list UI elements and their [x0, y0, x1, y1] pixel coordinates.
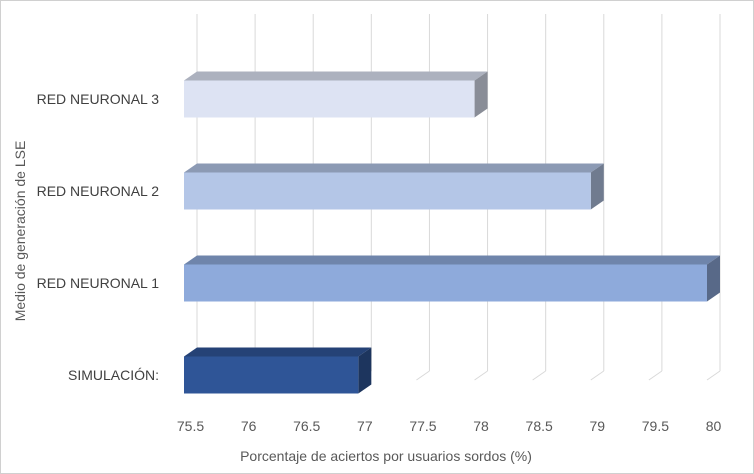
bar-top-face — [184, 255, 720, 265]
bar-side-face — [358, 347, 372, 394]
bar-front-face — [184, 356, 359, 394]
bar — [184, 71, 488, 118]
gridline-floor — [648, 370, 663, 381]
x-tick-labels: 75.5 76 76.5 77 77.5 78 78.5 79 79.5 80 — [177, 418, 722, 434]
bar-side-face — [474, 71, 488, 118]
bar-front-face — [184, 264, 707, 302]
bar-side-face — [707, 255, 720, 302]
bar-top-face — [184, 71, 488, 81]
bar-front-face — [184, 172, 591, 210]
x-tick-label: 76.5 — [293, 418, 320, 434]
category-label: SIMULACIÓN: — [68, 367, 159, 383]
category-label: RED NEURONAL 3 — [37, 91, 160, 107]
y-axis-title: Medio de generación de LSE — [12, 141, 28, 322]
x-tick-label: 79 — [589, 418, 605, 434]
x-axis-title: Porcentaje de aciertos por usuarios sord… — [240, 448, 532, 464]
x-tick-label: 78 — [473, 418, 489, 434]
gridline-floor — [706, 370, 721, 381]
bars — [184, 71, 720, 394]
gridline-floor — [474, 370, 488, 381]
bar — [184, 255, 720, 302]
category-label: RED NEURONAL 1 — [37, 275, 160, 291]
bar-front-face — [184, 80, 475, 118]
category-label: RED NEURONAL 2 — [37, 183, 160, 199]
bar-top-face — [184, 347, 372, 357]
bar-top-face — [184, 163, 604, 173]
gridline-floor — [590, 370, 605, 381]
x-tick-label: 78.5 — [526, 418, 553, 434]
gridline-floor — [416, 370, 430, 381]
x-tick-label: 75.5 — [177, 418, 204, 434]
bar — [184, 347, 372, 394]
x-tick-label: 77.5 — [409, 418, 436, 434]
bar-side-face — [590, 163, 604, 210]
bar — [184, 163, 604, 210]
x-tick-label: 79.5 — [642, 418, 669, 434]
x-tick-label: 80 — [706, 418, 722, 434]
category-labels: RED NEURONAL 3 RED NEURONAL 2 RED NEURONAL… — [37, 91, 160, 383]
x-tick-label: 76 — [241, 418, 257, 434]
gridline-floor — [532, 370, 546, 381]
x-tick-label: 77 — [357, 418, 373, 434]
